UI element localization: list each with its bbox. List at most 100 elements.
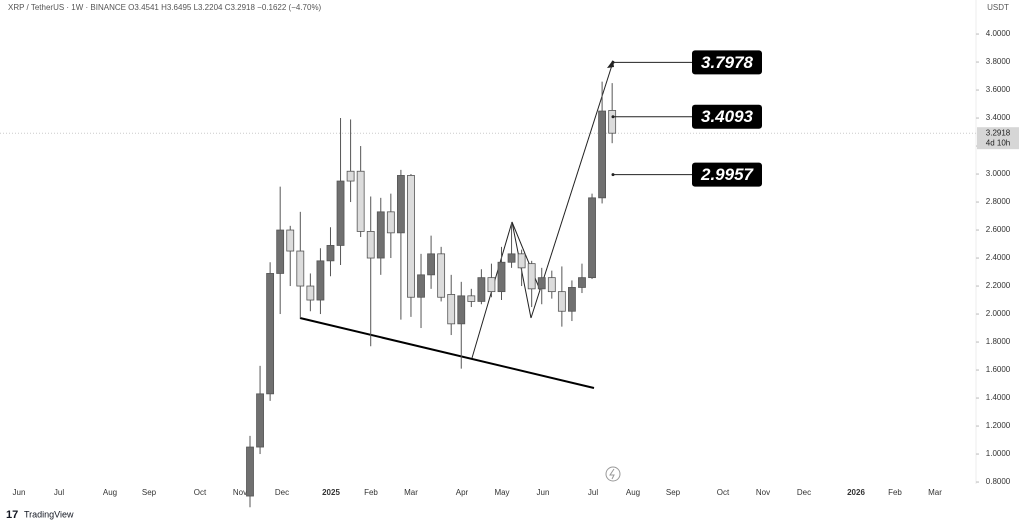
candle — [286, 225, 295, 287]
candle — [497, 246, 506, 301]
y-tick-label: 3.6000 — [986, 85, 1011, 94]
last-price-label: 3.2918 — [986, 128, 1011, 137]
annotation-point — [611, 60, 615, 64]
alert-icon — [605, 466, 621, 482]
x-tick-label: Jun — [537, 488, 550, 497]
annotation-point — [611, 115, 615, 119]
candle — [386, 193, 395, 259]
candle-body — [497, 261, 506, 293]
x-tick-label: Jun — [13, 488, 26, 497]
y-tick-label: 1.8000 — [986, 337, 1011, 346]
candle — [276, 186, 285, 315]
y-tick-label: 4.0000 — [986, 29, 1011, 38]
y-tick-label: 3.0000 — [986, 169, 1011, 178]
candle — [487, 263, 496, 298]
alert-icon-bolt — [609, 468, 615, 480]
y-tick-label: 1.0000 — [986, 449, 1011, 458]
candle — [578, 263, 586, 294]
y-tick-label: 1.2000 — [986, 421, 1011, 430]
x-tick-label: Nov — [233, 488, 247, 497]
candle — [256, 365, 264, 455]
candle — [568, 280, 576, 322]
logo-mark: 17 — [6, 509, 18, 521]
candle — [427, 235, 435, 289]
candle-body — [557, 291, 566, 312]
candle-body — [507, 253, 516, 263]
candle-body — [246, 446, 254, 497]
candle — [457, 281, 466, 369]
x-tick-label: Mar — [928, 488, 942, 497]
last-price-box — [977, 127, 1019, 150]
candle-body — [457, 295, 466, 325]
candle-body — [568, 287, 576, 312]
candle — [598, 81, 606, 204]
x-tick-label: Sep — [142, 488, 157, 497]
candle-body — [336, 180, 345, 246]
candle-body — [487, 277, 496, 293]
candle — [296, 211, 305, 319]
annotation-label: 3.4093 — [701, 107, 754, 126]
candle — [527, 260, 536, 308]
candle-body — [467, 295, 476, 302]
candle-body — [296, 250, 305, 287]
candle-body — [407, 175, 415, 298]
candle — [266, 262, 275, 401]
candle-body — [437, 253, 446, 298]
candle — [467, 288, 476, 308]
annotation-box — [692, 162, 762, 187]
candle — [588, 193, 596, 280]
candle — [407, 174, 415, 317]
candle — [557, 266, 566, 327]
y-tick-label: 3.4000 — [986, 113, 1011, 122]
x-tick-label: Oct — [194, 488, 207, 497]
x-tick-label: Aug — [626, 488, 640, 497]
annotation-point — [611, 173, 615, 177]
candle-body — [316, 260, 325, 301]
candle — [376, 197, 385, 275]
projection-line — [530, 61, 614, 319]
countdown: 4d 10h — [986, 138, 1010, 147]
annotation-label: 3.7978 — [701, 53, 754, 72]
candle — [306, 273, 315, 312]
x-tick-label: Sep — [666, 488, 681, 497]
candle — [246, 435, 254, 508]
candle-body — [547, 277, 556, 293]
x-tick-label: Oct — [717, 488, 730, 497]
trend-line — [299, 317, 595, 389]
x-tick-label: Nov — [756, 488, 770, 497]
candle-body — [608, 110, 617, 134]
candle-body — [306, 285, 315, 301]
candle — [437, 246, 446, 302]
candle-body — [598, 110, 606, 199]
x-tick-label: Feb — [364, 488, 378, 497]
candle-body — [578, 277, 586, 288]
y-tick-label: 2.0000 — [986, 309, 1011, 318]
candle-body — [386, 211, 395, 234]
annotation-label: 2.9957 — [700, 165, 755, 184]
candle — [356, 146, 365, 238]
x-tick-label: Apr — [456, 488, 469, 497]
brand-logo: 17 — [6, 509, 18, 521]
candle — [517, 249, 526, 287]
candle-body — [477, 277, 486, 302]
y-tick-label: 2.2000 — [986, 281, 1011, 290]
candle — [547, 270, 556, 299]
brand: TradingView — [24, 509, 74, 519]
x-tick-label: Aug — [103, 488, 117, 497]
candle-body — [396, 175, 405, 234]
candle — [396, 169, 405, 320]
candle-body — [286, 229, 295, 252]
candle-body — [256, 393, 264, 448]
x-tick-label: Dec — [275, 488, 289, 497]
candle — [477, 269, 486, 305]
x-tick-label: Jul — [54, 488, 64, 497]
annotation-box — [692, 104, 762, 129]
candle — [417, 253, 425, 329]
x-tick-label: Mar — [404, 488, 418, 497]
x-tick-label: Feb — [888, 488, 902, 497]
candle-body — [376, 211, 385, 259]
y-tick-label: 3.8000 — [986, 57, 1011, 66]
candle — [316, 248, 325, 315]
currency: USDT — [987, 3, 1009, 12]
